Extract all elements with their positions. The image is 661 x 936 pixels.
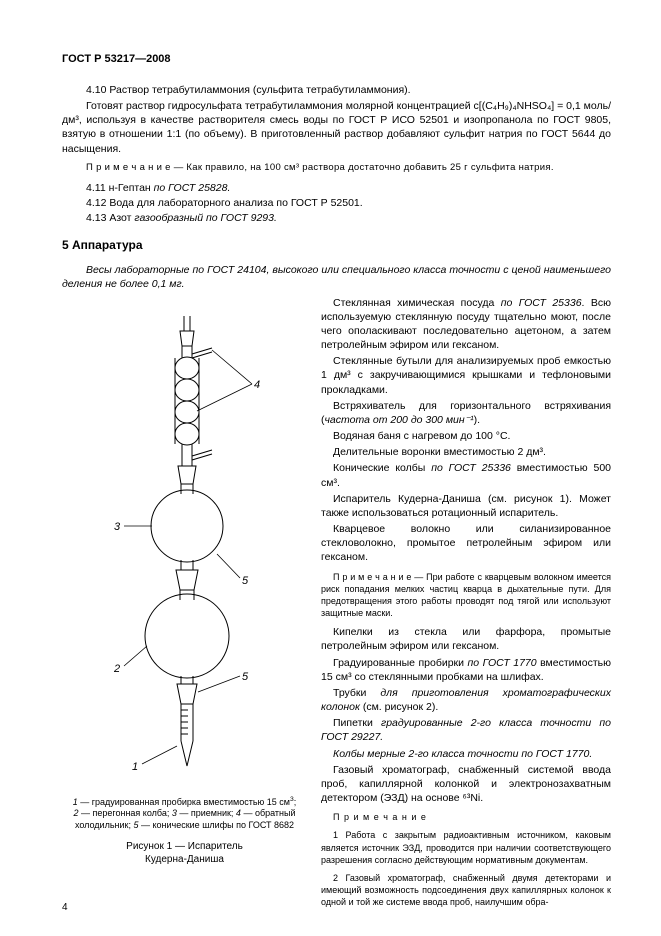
document-header: ГОСТ Р 53217—2008 bbox=[62, 52, 611, 67]
r4: Водяная баня с нагревом до 100 °С. bbox=[321, 429, 611, 443]
r3: Встряхиватель для горизонтального встрях… bbox=[321, 399, 611, 427]
r12: Пипетки градуированные 2-го класса точно… bbox=[321, 716, 611, 744]
svg-text:3: 3 bbox=[114, 521, 121, 533]
para-4-13: 4.13 Азот газообразный по ГОСТ 9293. bbox=[62, 211, 611, 225]
figure-1-title: Рисунок 1 — Испаритель Кудерна-Даниша bbox=[62, 840, 307, 867]
svg-text:1: 1 bbox=[132, 761, 138, 773]
figure-1-svg: 4 3 5 2 5 1 bbox=[62, 306, 307, 786]
r1: Стеклянная химическая посуда по ГОСТ 253… bbox=[321, 296, 611, 353]
text-column: Стеклянная химическая посуда по ГОСТ 253… bbox=[321, 296, 611, 915]
two-column-layout: 4 3 5 2 5 1 1 — градуированная пробирка … bbox=[62, 296, 611, 915]
figure-column: 4 3 5 2 5 1 1 — градуированная пробирка … bbox=[62, 296, 307, 915]
r7: Испаритель Кудерна-Даниша (см. рисунок 1… bbox=[321, 492, 611, 520]
r8: Кварцевое волокно или силанизированное с… bbox=[321, 522, 611, 565]
note-3-head: П р и м е ч а н и е bbox=[321, 811, 611, 823]
para-4-11: 4.11 н-Гептан по ГОСТ 25828. bbox=[62, 181, 611, 195]
r13: Колбы мерные 2-го класса точности по ГОС… bbox=[321, 747, 611, 761]
page-number: 4 bbox=[62, 901, 68, 915]
note-2: П р и м е ч а н и е — При работе с кварц… bbox=[321, 571, 611, 620]
r9: Кипелки из стекла или фарфора, промытые … bbox=[321, 625, 611, 653]
r10: Градуированные пробирки по ГОСТ 1770 вме… bbox=[321, 656, 611, 684]
svg-text:5: 5 bbox=[242, 575, 249, 587]
note-3-2: 2 Газовый хроматограф, снабженный двумя … bbox=[321, 872, 611, 908]
svg-text:5: 5 bbox=[242, 671, 249, 683]
para-4-12: 4.12 Вода для лабораторного анализа по Г… bbox=[62, 196, 611, 210]
r6: Конические колбы по ГОСТ 25336 вместимос… bbox=[321, 461, 611, 489]
para-4-10-body: Готовят раствор гидросульфата тетрабутил… bbox=[62, 99, 611, 156]
intro-5: Весы лабораторные по ГОСТ 24104, высоког… bbox=[62, 263, 611, 291]
r11: Трубки для приготовления хроматографичес… bbox=[321, 686, 611, 714]
r5: Делительные воронки вместимостью 2 дм³. bbox=[321, 445, 611, 459]
section-5-title: 5 Аппаратура bbox=[62, 237, 611, 253]
svg-text:4: 4 bbox=[254, 379, 260, 391]
r2: Стеклянные бутыли для анализируемых проб… bbox=[321, 354, 611, 397]
figure-1-caption: 1 — градуированная пробирка вместимостью… bbox=[62, 796, 307, 832]
note-3-1: 1 Работа с закрытым радиоактивным источн… bbox=[321, 829, 611, 865]
svg-text:2: 2 bbox=[113, 663, 120, 675]
para-4-10: 4.10 Раствор тетрабутиламмония (сульфита… bbox=[62, 83, 611, 97]
r14: Газовый хроматограф, снабженный системой… bbox=[321, 763, 611, 806]
note-1: П р и м е ч а н и е — Как правило, на 10… bbox=[62, 162, 611, 175]
